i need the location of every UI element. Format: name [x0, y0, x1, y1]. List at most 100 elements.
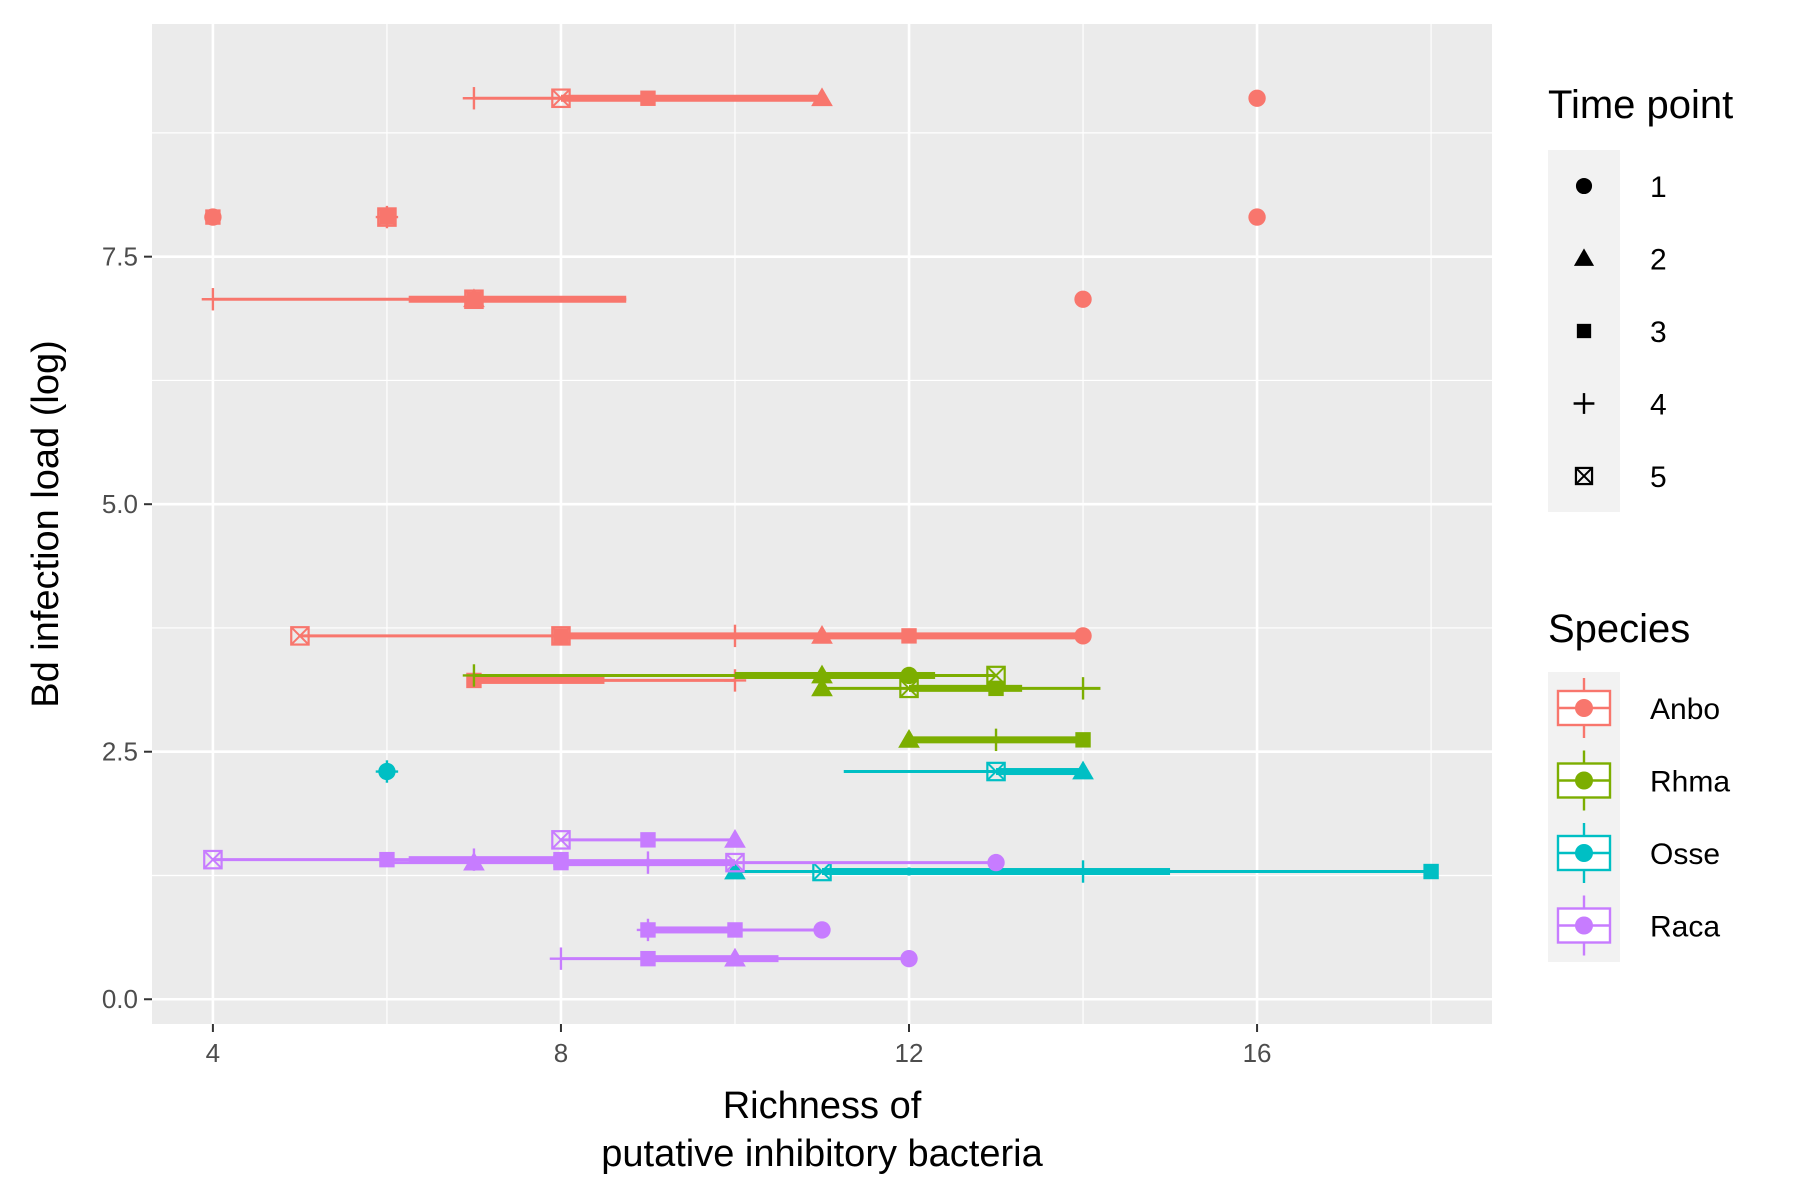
x-tick-label: 16: [1243, 1038, 1272, 1068]
group-raca: [386, 851, 1005, 874]
group-osse: [375, 760, 399, 783]
group-anbo: [290, 624, 1092, 648]
data-groups: [201, 87, 1439, 970]
point-triangle: [811, 87, 833, 107]
group-anbo: [1074, 290, 1092, 308]
point-square: [988, 680, 1004, 697]
group-anbo: [1248, 208, 1266, 226]
point-plus: [984, 728, 1008, 752]
group-rhma: [898, 728, 1091, 752]
point-plus: [201, 288, 225, 311]
point-square: [640, 90, 656, 106]
point-boxcross: [551, 88, 571, 109]
y-axis-title: Bd infection load (log): [25, 340, 67, 708]
point-square: [640, 950, 656, 967]
box: [909, 684, 1023, 692]
plot-panel: [152, 24, 1492, 1024]
point-square: [379, 209, 395, 225]
legend-shape-title: Time point: [1548, 83, 1733, 127]
legend-color-label: Anbo: [1650, 693, 1720, 726]
point-square: [553, 854, 569, 871]
point-boxcross: [899, 678, 919, 699]
group-raca: [551, 828, 746, 850]
point-triangle: [811, 664, 833, 684]
point-triangle: [463, 851, 485, 871]
x-axis-title: Richness of putative inhibitory bacteria: [601, 1085, 1043, 1175]
box: [647, 926, 735, 934]
legend-time-point: Time point 1 2 3 4 5: [1548, 83, 1733, 512]
point-square: [640, 832, 656, 848]
legend-species: Species Anbo Rhma Osse Raca: [1548, 607, 1730, 962]
point-boxcross: [812, 861, 832, 882]
group-raca: [636, 918, 831, 942]
legend-color-label: Raca: [1650, 911, 1720, 944]
point-triangle: [811, 677, 833, 697]
point-plus: [462, 87, 486, 110]
legend-color-item: Rhma: [1556, 750, 1730, 811]
point-square: [640, 922, 656, 938]
point-square: [1075, 732, 1091, 748]
legend-shape-item: 3: [1576, 316, 1667, 349]
point-boxcross: [551, 830, 571, 850]
point-boxcross: [203, 849, 223, 870]
point-circle: [1248, 89, 1266, 107]
y-tick-label: 5.0: [102, 489, 138, 519]
point-boxcross: [725, 852, 745, 873]
group-anbo: [462, 87, 833, 110]
point-square: [379, 851, 395, 868]
point-triangle: [898, 728, 920, 748]
point-plus: [1071, 860, 1095, 883]
box: [473, 676, 605, 684]
point-circle: [1074, 290, 1092, 308]
legend-shape-label: 2: [1650, 244, 1667, 277]
point-boxcross: [290, 626, 310, 646]
point-circle: [813, 921, 831, 939]
point-triangle: [1072, 760, 1094, 780]
x-axis-title-line: Richness of: [723, 1085, 922, 1127]
point-circle: [1074, 627, 1092, 645]
point-triangle: [724, 860, 746, 880]
x-axis-title-line: putative inhibitory bacteria: [601, 1133, 1043, 1175]
point-triangle: [724, 828, 746, 848]
point-circle: [1248, 208, 1266, 226]
x-tick-label: 8: [554, 1038, 568, 1068]
legend-color-item: Osse: [1556, 823, 1720, 883]
point-plus: [723, 624, 747, 648]
point-triangle: [811, 625, 833, 644]
point-square: [901, 628, 917, 644]
group-anbo: [375, 205, 399, 229]
point-plus: [462, 664, 486, 687]
point-boxcross: [551, 626, 571, 646]
y-axis-ticks: 0.0 2.5 5.0 7.5: [102, 242, 152, 1014]
point-circle: [900, 949, 918, 968]
y-tick-label: 2.5: [102, 737, 138, 767]
legend-shape-label: 1: [1650, 171, 1667, 204]
point-square: [1423, 863, 1439, 880]
point-triangle: [1573, 248, 1595, 266]
legend-shape-item: 4: [1573, 389, 1667, 422]
legend-shape-item: 1: [1575, 171, 1667, 204]
point-circle: [1575, 177, 1593, 195]
point-circle: [987, 853, 1005, 872]
point-boxcross: [986, 761, 1006, 782]
legend-shape-label: 5: [1650, 461, 1667, 494]
box: [560, 94, 822, 102]
group-anbo: [201, 288, 627, 311]
box: [822, 868, 1171, 876]
legend-color-label: Osse: [1650, 838, 1720, 871]
group-osse: [843, 760, 1094, 782]
point-plus: [1573, 393, 1595, 414]
box: [408, 295, 627, 303]
group-anbo: [204, 208, 222, 226]
point-plus: [636, 851, 660, 874]
legend-color-item: Anbo: [1556, 678, 1720, 738]
legend-shape-item: 2: [1573, 244, 1667, 277]
point-plus: [549, 947, 573, 970]
y-tick-label: 0.0: [102, 984, 138, 1014]
point-boxcross: [464, 289, 484, 310]
point-triangle: [724, 947, 746, 967]
point-plus: [375, 760, 399, 783]
point-square: [205, 209, 221, 225]
group-osse: [724, 860, 1439, 883]
legend-shape-label: 3: [1650, 316, 1667, 349]
